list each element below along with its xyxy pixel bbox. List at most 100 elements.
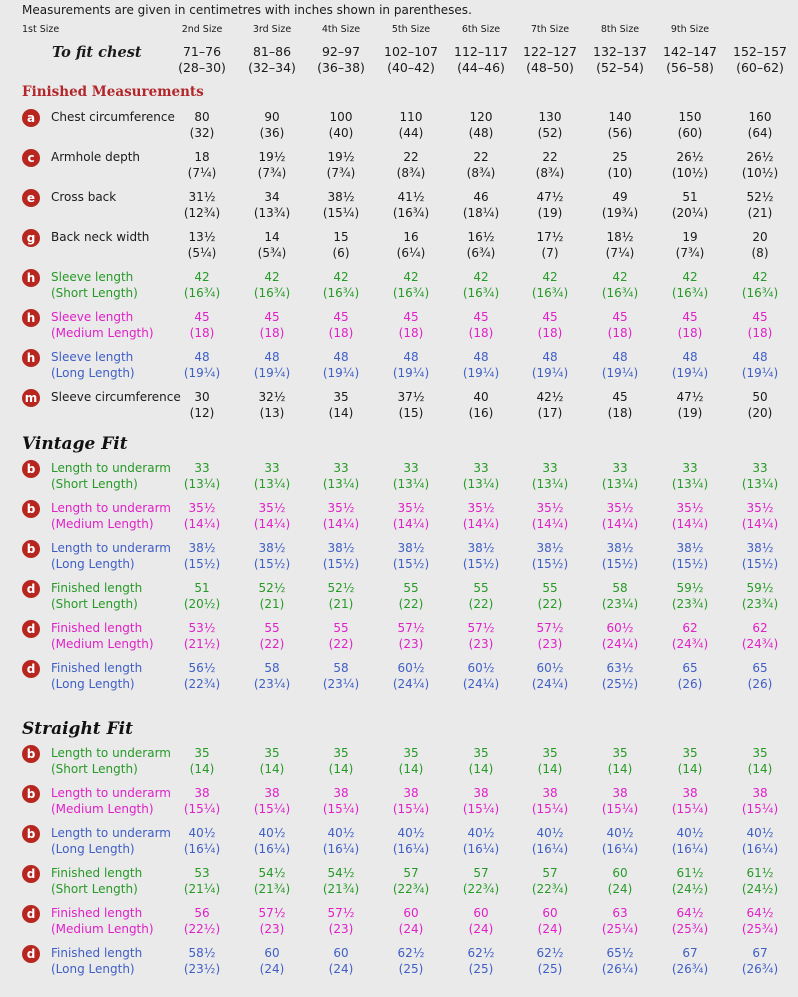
value-in: (14¼) <box>183 517 221 531</box>
value-cm: 57½ <box>327 906 355 920</box>
measurement-name: Length to underarm <box>51 541 171 555</box>
value-cell: 38 (15¼) <box>170 785 234 817</box>
value-cm: 58½ <box>188 946 216 960</box>
value-in: (19) <box>677 406 703 420</box>
value-cell: 45 (18) <box>728 309 792 341</box>
value-in: (13¼) <box>322 477 360 491</box>
value-in: (24½) <box>671 882 709 896</box>
value-in: (13¼) <box>462 477 500 491</box>
value-in: (13) <box>259 406 285 420</box>
measurement-name: Length to underarm <box>51 826 171 840</box>
value-cell: 90 (36) <box>240 109 304 141</box>
value-in: (19¼) <box>183 366 221 380</box>
value-cm: 60½ <box>397 661 425 675</box>
value-cell: 57½ (23) <box>379 620 443 652</box>
value-cell: 16 (6¼) <box>379 229 443 261</box>
value-cm: 33 <box>403 461 419 475</box>
value-in: (13¼) <box>671 477 709 491</box>
value-cm: 35 <box>333 746 349 760</box>
measurement-length-variant: (Long Length) <box>51 557 135 571</box>
value-cell: 110 (44) <box>379 109 443 141</box>
value-in: (24) <box>537 922 563 936</box>
value-in: (18) <box>747 326 773 340</box>
value-cell: 33 (13¼) <box>658 460 722 492</box>
value-cell: 18 (7¼) <box>170 149 234 181</box>
measurement-label: Back neck width <box>51 229 149 245</box>
value-cm: 15 <box>333 230 349 244</box>
value-cell: 55 (22) <box>518 580 582 612</box>
size-label: 3rd Size <box>252 24 292 35</box>
straight-row: d Finished length (Short Length) 53 (21¼) 54½… <box>0 865 798 901</box>
value-in: (14¼) <box>392 517 430 531</box>
value-cm: 33 <box>682 461 698 475</box>
value-cm: 42 <box>542 270 558 284</box>
value-cell: 54½ (21¾) <box>240 865 304 897</box>
measurement-length-variant: (Medium Length) <box>51 326 154 340</box>
value-cm: 42 <box>752 270 768 284</box>
value-cm: 22 <box>403 150 419 164</box>
value-cm: 20 <box>752 230 768 244</box>
value-in: (6¼) <box>396 246 426 260</box>
value-in: (16¼) <box>531 842 569 856</box>
value-cell: 60 (24) <box>449 905 513 937</box>
value-in: (14) <box>328 762 354 776</box>
value-cm: 60 <box>333 946 349 960</box>
value-cell: 33 (13¼) <box>518 460 582 492</box>
measurement-length-variant: (Long Length) <box>51 677 135 691</box>
size-label: 7th Size <box>530 24 570 35</box>
value-in: (15½) <box>601 557 639 571</box>
value-in: (24) <box>328 962 354 976</box>
value-cm: 60 <box>264 946 280 960</box>
value-cm: 22 <box>542 150 558 164</box>
chest-in: (52–54) <box>596 60 644 75</box>
value-cm: 35½ <box>676 501 704 515</box>
value-cm: 62 <box>682 621 698 635</box>
value-in: (12) <box>189 406 215 420</box>
value-cm: 40½ <box>327 826 355 840</box>
value-cm: 60½ <box>467 661 495 675</box>
value-cm: 41½ <box>397 190 425 204</box>
value-cm: 35½ <box>258 501 286 515</box>
value-cm: 40½ <box>676 826 704 840</box>
value-cell: 48 (19¼) <box>240 349 304 381</box>
value-cell: 45 (18) <box>518 309 582 341</box>
value-cm: 48 <box>333 350 349 364</box>
value-cm: 140 <box>608 110 632 124</box>
value-cm: 40½ <box>746 826 774 840</box>
measurement-name: Finished length <box>51 946 143 960</box>
value-cell: 35 (14) <box>170 745 234 777</box>
value-cm: 42 <box>682 270 698 284</box>
value-in: (22) <box>328 637 354 651</box>
finished-row: h Sleeve length (Short Length) 42 (16¾) 42 (16… <box>0 269 798 305</box>
finished-row: a Chest circumference 80 (32) 90 (36) 100 (40) 1… <box>0 109 798 145</box>
value-cm: 50 <box>752 390 768 404</box>
value-in: (15¼) <box>462 802 500 816</box>
value-cell: 40½ (16¼) <box>658 825 722 857</box>
value-in: (18) <box>189 326 215 340</box>
value-cm: 53½ <box>188 621 216 635</box>
value-in: (21¾) <box>253 882 291 896</box>
measurement-key-badge: b <box>22 460 40 478</box>
value-cm: 26½ <box>676 150 704 164</box>
value-in: (14¼) <box>531 517 569 531</box>
value-cm: 52½ <box>327 581 355 595</box>
size-label: 1st Size <box>22 24 60 35</box>
value-cell: 33 (13¼) <box>728 460 792 492</box>
value-cm: 45 <box>473 310 489 324</box>
value-in: (15½) <box>741 557 779 571</box>
value-cell: 35 (14) <box>309 389 373 421</box>
value-in: (7) <box>541 246 559 260</box>
value-in: (23¼) <box>601 597 639 611</box>
value-cm: 65 <box>682 661 698 675</box>
value-cm: 42 <box>333 270 349 284</box>
value-in: (21) <box>747 206 773 220</box>
value-cell: 51 (20¼) <box>658 189 722 221</box>
value-in: (16¾) <box>601 286 639 300</box>
chest-cell: 81–86 (32–34) <box>240 44 304 76</box>
value-in: (22) <box>259 637 285 651</box>
value-cell: 35 (14) <box>588 745 652 777</box>
value-cm: 57½ <box>258 906 286 920</box>
value-cell: 40½ (16¼) <box>309 825 373 857</box>
value-cm: 67 <box>752 946 768 960</box>
measurement-length-variant: (Medium Length) <box>51 517 154 531</box>
